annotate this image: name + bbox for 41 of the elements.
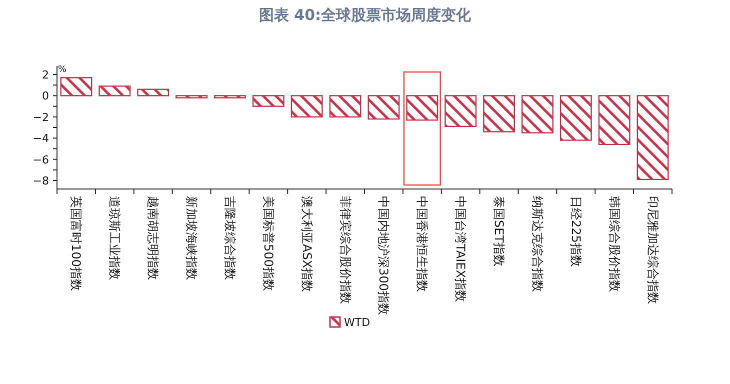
x-tick-label: 韩国综合股价指数 — [607, 196, 622, 292]
bar — [444, 95, 477, 128]
bar — [290, 95, 323, 118]
y-tick-label: −2 — [32, 110, 49, 124]
x-tick-label: 纳斯达克综合指数 — [530, 196, 544, 292]
y-tick-label: −8 — [32, 174, 49, 188]
bar — [252, 95, 284, 107]
x-tick-label: 印尼雅加达综合指数 — [646, 196, 660, 304]
y-tick-label: 2 — [42, 68, 49, 82]
bar — [560, 95, 592, 141]
x-tick-label: 日经225指数 — [568, 196, 583, 267]
bar — [60, 77, 92, 96]
bar — [214, 95, 246, 98]
bar — [483, 95, 516, 132]
x-tick-label: 中国台湾TAIEX指数 — [454, 196, 468, 302]
y-tick-label: −6 — [32, 153, 49, 166]
y-tick-label: −4 — [32, 132, 49, 146]
x-tick-label: 越南胡志明指数 — [146, 196, 160, 280]
x-tick-label: 新加坡海峡指数 — [184, 196, 199, 280]
bar — [176, 95, 208, 98]
chart-title: 图表 40:全球股票市场周度变化 — [258, 6, 472, 24]
bar — [636, 95, 669, 180]
bar — [137, 88, 170, 96]
x-tick-label: 美国标普500指数 — [261, 196, 276, 291]
x-tick-label: 道琼斯工业指数 — [108, 196, 122, 280]
x-tick-label: 中国内地沪深300指数 — [376, 196, 391, 315]
legend-label: WTD — [344, 316, 370, 329]
x-tick-label: 英国富时100指数 — [69, 196, 84, 291]
x-tick-label: 菲律宾综合股价指数 — [338, 196, 352, 304]
x-tick-label: 吉隆坡综合指数 — [222, 196, 237, 280]
bar — [329, 95, 362, 118]
x-tick-label: 泰国SET指数 — [492, 196, 506, 267]
y-axis-title: % — [58, 65, 67, 75]
bar — [368, 95, 400, 120]
y-tick-label: 0 — [42, 90, 49, 103]
x-tick-label: 澳大利亚ASX指数 — [300, 196, 314, 292]
bar — [521, 95, 554, 134]
bar — [598, 95, 630, 146]
x-tick-label: 中国香港恒生指数 — [415, 196, 430, 292]
bar — [98, 86, 131, 96]
bar — [406, 95, 438, 121]
